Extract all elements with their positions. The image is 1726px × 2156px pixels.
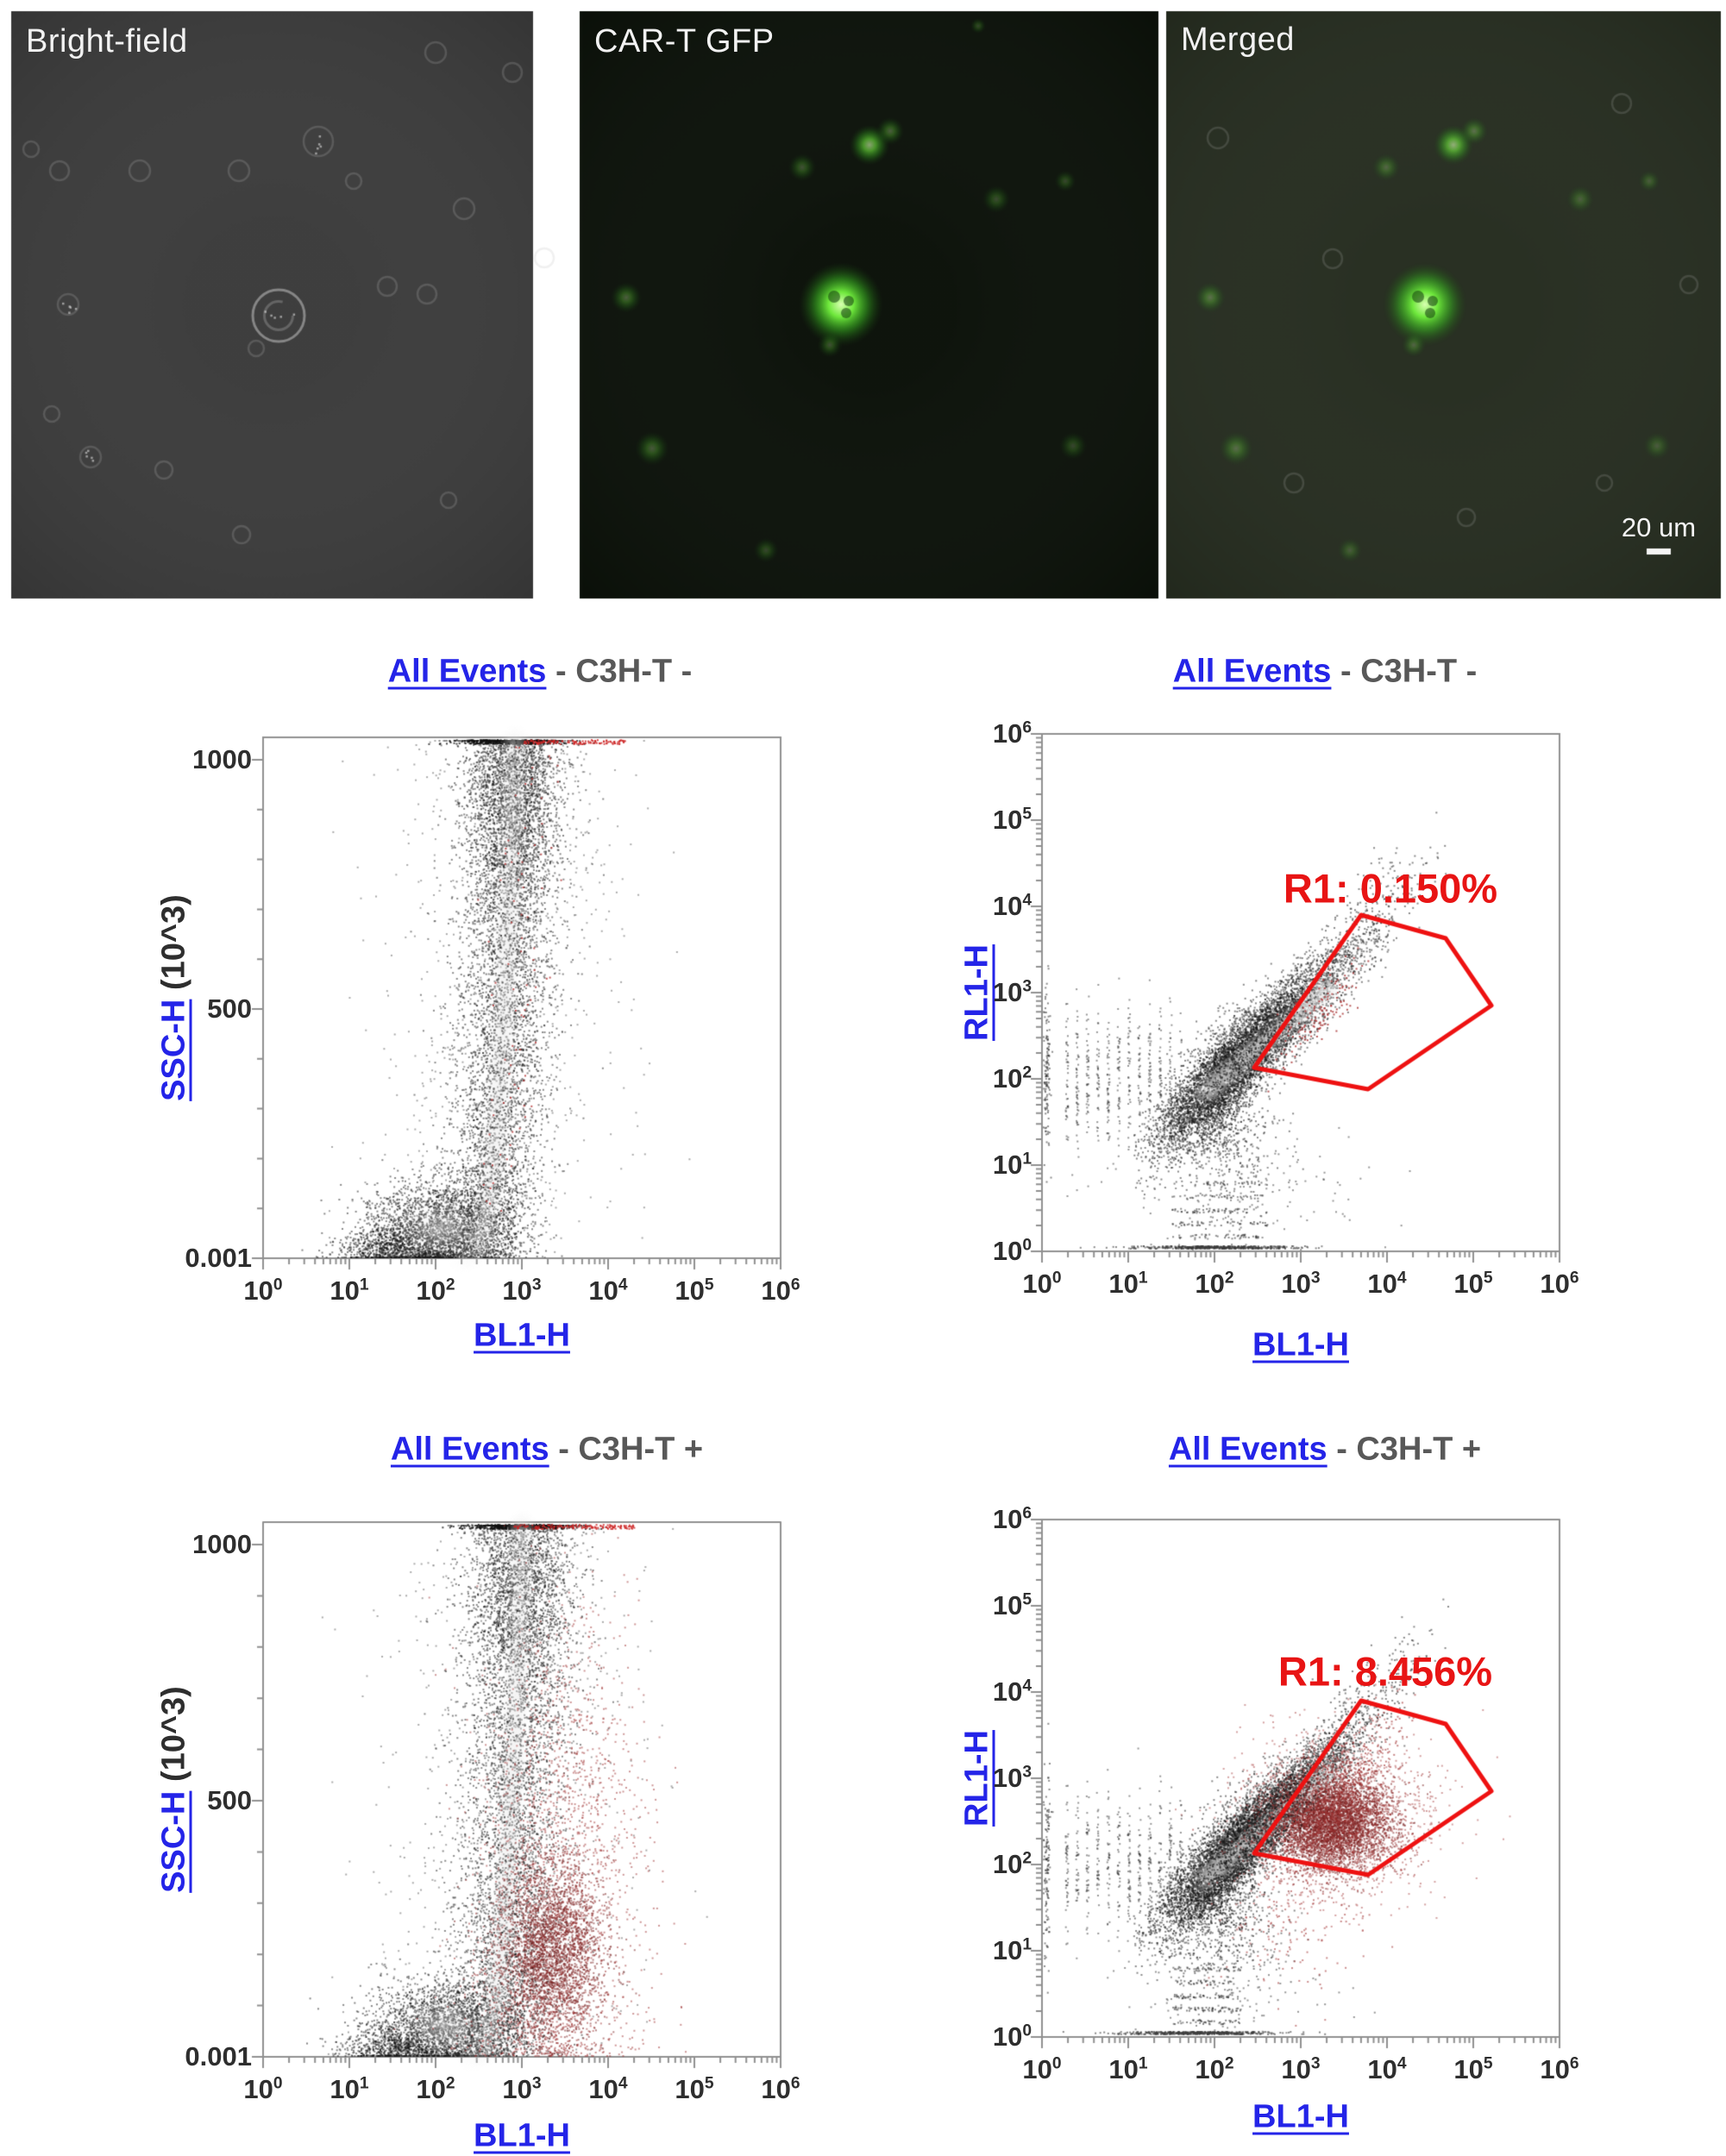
plot-title-bottom-right: All Events - C3H-T + [1169, 1432, 1481, 1469]
y-tick-label: 103 [992, 977, 1032, 1007]
x-tick-label: 106 [761, 2074, 800, 2104]
panel-label-brightfield: Bright-field [26, 23, 188, 60]
x-tick-label: 103 [502, 1275, 542, 1306]
x-tick-label: 106 [761, 1275, 800, 1306]
y-tick-label: 105 [992, 1590, 1032, 1620]
panel-label-merged: Merged [1181, 22, 1295, 58]
x-tick-label: 105 [1453, 1269, 1493, 1299]
x-tick-label: 104 [1367, 1269, 1407, 1299]
all-events-link-top-left[interactable]: All Events [387, 653, 547, 690]
y-axis-label-bottom-right: RL1-H [959, 1730, 996, 1827]
y-tick-label: 100 [992, 2021, 1032, 2052]
x-tick-label: 105 [675, 2074, 714, 2104]
title-sample-bottom-right: - C3H-T + [1327, 1431, 1482, 1468]
ssc-h-link-top[interactable]: SSC-H [155, 999, 192, 1101]
ssc-h-unit-top: (10^3) [155, 894, 192, 1000]
x-tick-label: 105 [675, 1275, 714, 1306]
x-tick-label: 102 [416, 2074, 455, 2104]
y-tick-label: 100 [992, 1236, 1032, 1266]
x-tick-label: 104 [1367, 2054, 1407, 2084]
x-axis-label-top-right: BL1-H [1252, 1327, 1349, 1364]
x-tick-label: 100 [243, 1275, 283, 1306]
all-events-link-bottom-right[interactable]: All Events [1168, 1431, 1327, 1468]
x-tick-label: 105 [1453, 2054, 1493, 2084]
title-sample-top-left: - C3H-T - [546, 653, 693, 690]
y-tick-label: 1000 [192, 1529, 252, 1559]
gate-r1-label-neg: R1: 0.150% [1283, 865, 1498, 912]
x-tick-label: 104 [588, 1275, 628, 1306]
panel-label-gfp: CAR-T GFP [594, 23, 775, 60]
x-axis-label-top-left: BL1-H [474, 1318, 570, 1355]
title-sample-bottom-left: - C3H-T + [549, 1431, 704, 1468]
bl1-h-link-bottom-left[interactable]: BL1-H [474, 2117, 570, 2154]
x-tick-label: 103 [1281, 1269, 1321, 1299]
y-tick-label: 103 [992, 1763, 1032, 1793]
rl1-h-link-top[interactable]: RL1-H [958, 944, 995, 1041]
title-sample-top-right: - C3H-T - [1331, 653, 1478, 690]
ssc-h-link-bottom[interactable]: SSC-H [155, 1790, 192, 1893]
y-axis-label-bottom-left: SSC-H (10^3) [156, 1686, 193, 1893]
plot-title-top-left: All Events - C3H-T - [388, 654, 693, 691]
y-tick-label: 102 [992, 1849, 1032, 1879]
x-tick-label: 102 [1195, 2054, 1234, 2084]
ssc-h-unit-bottom: (10^3) [155, 1686, 192, 1791]
x-tick-label: 106 [1540, 2054, 1579, 2084]
x-tick-label: 100 [1022, 1269, 1062, 1299]
y-tick-label: 104 [992, 891, 1032, 921]
x-tick-label: 101 [330, 2074, 369, 2104]
x-tick-label: 101 [1108, 2054, 1148, 2084]
y-tick-label: 101 [992, 1150, 1032, 1180]
y-tick-label: 0.001 [185, 1243, 252, 1273]
scalebar-label: 20 um [1621, 512, 1697, 542]
x-tick-label: 101 [330, 1275, 369, 1306]
y-tick-label: 500 [207, 1785, 252, 1815]
y-tick-label: 106 [992, 1504, 1032, 1534]
plot-title-top-right: All Events - C3H-T - [1173, 654, 1478, 691]
y-tick-label: 104 [992, 1677, 1032, 1707]
all-events-link-bottom-left[interactable]: All Events [390, 1431, 549, 1468]
x-tick-label: 102 [416, 1275, 455, 1306]
x-tick-label: 106 [1540, 1269, 1579, 1299]
y-tick-label: 106 [992, 718, 1032, 749]
x-tick-label: 100 [243, 2074, 283, 2104]
x-tick-label: 101 [1108, 1269, 1148, 1299]
y-axis-label-top-right: RL1-H [959, 944, 996, 1041]
y-tick-label: 105 [992, 805, 1032, 835]
y-axis-label-top-left: SSC-H (10^3) [156, 894, 193, 1101]
gate-r1-label-pos: R1: 8.456% [1277, 1648, 1493, 1695]
y-tick-label: 500 [207, 993, 252, 1024]
bl1-h-link-top-right[interactable]: BL1-H [1252, 1326, 1349, 1363]
y-tick-label: 1000 [192, 744, 252, 774]
all-events-link-top-right[interactable]: All Events [1172, 653, 1332, 690]
x-axis-label-bottom-left: BL1-H [474, 2118, 570, 2155]
x-tick-label: 102 [1195, 1269, 1234, 1299]
x-tick-label: 103 [1281, 2054, 1321, 2084]
x-axis-label-bottom-right: BL1-H [1252, 2099, 1349, 2136]
rl1-h-link-bottom[interactable]: RL1-H [958, 1730, 995, 1827]
y-tick-label: 101 [992, 1935, 1032, 1965]
y-tick-label: 102 [992, 1063, 1032, 1094]
x-tick-label: 104 [588, 2074, 628, 2104]
y-tick-label: 0.001 [185, 2041, 252, 2071]
bl1-h-link-bottom-right[interactable]: BL1-H [1252, 2098, 1349, 2135]
plot-title-bottom-left: All Events - C3H-T + [391, 1432, 703, 1469]
x-tick-label: 103 [502, 2074, 542, 2104]
bl1-h-link-top-left[interactable]: BL1-H [474, 1317, 570, 1354]
x-tick-label: 100 [1022, 2054, 1062, 2084]
